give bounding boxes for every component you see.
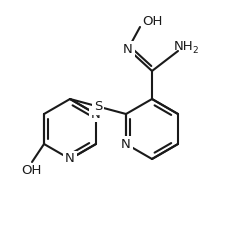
Text: 2: 2	[192, 46, 198, 55]
Text: S: S	[94, 100, 102, 113]
Text: N: N	[123, 42, 133, 55]
Text: N: N	[65, 152, 75, 165]
Text: N: N	[121, 137, 131, 150]
Text: NH: NH	[174, 40, 194, 53]
Text: OH: OH	[142, 14, 162, 27]
Text: OH: OH	[21, 164, 41, 178]
Text: N: N	[91, 108, 101, 120]
